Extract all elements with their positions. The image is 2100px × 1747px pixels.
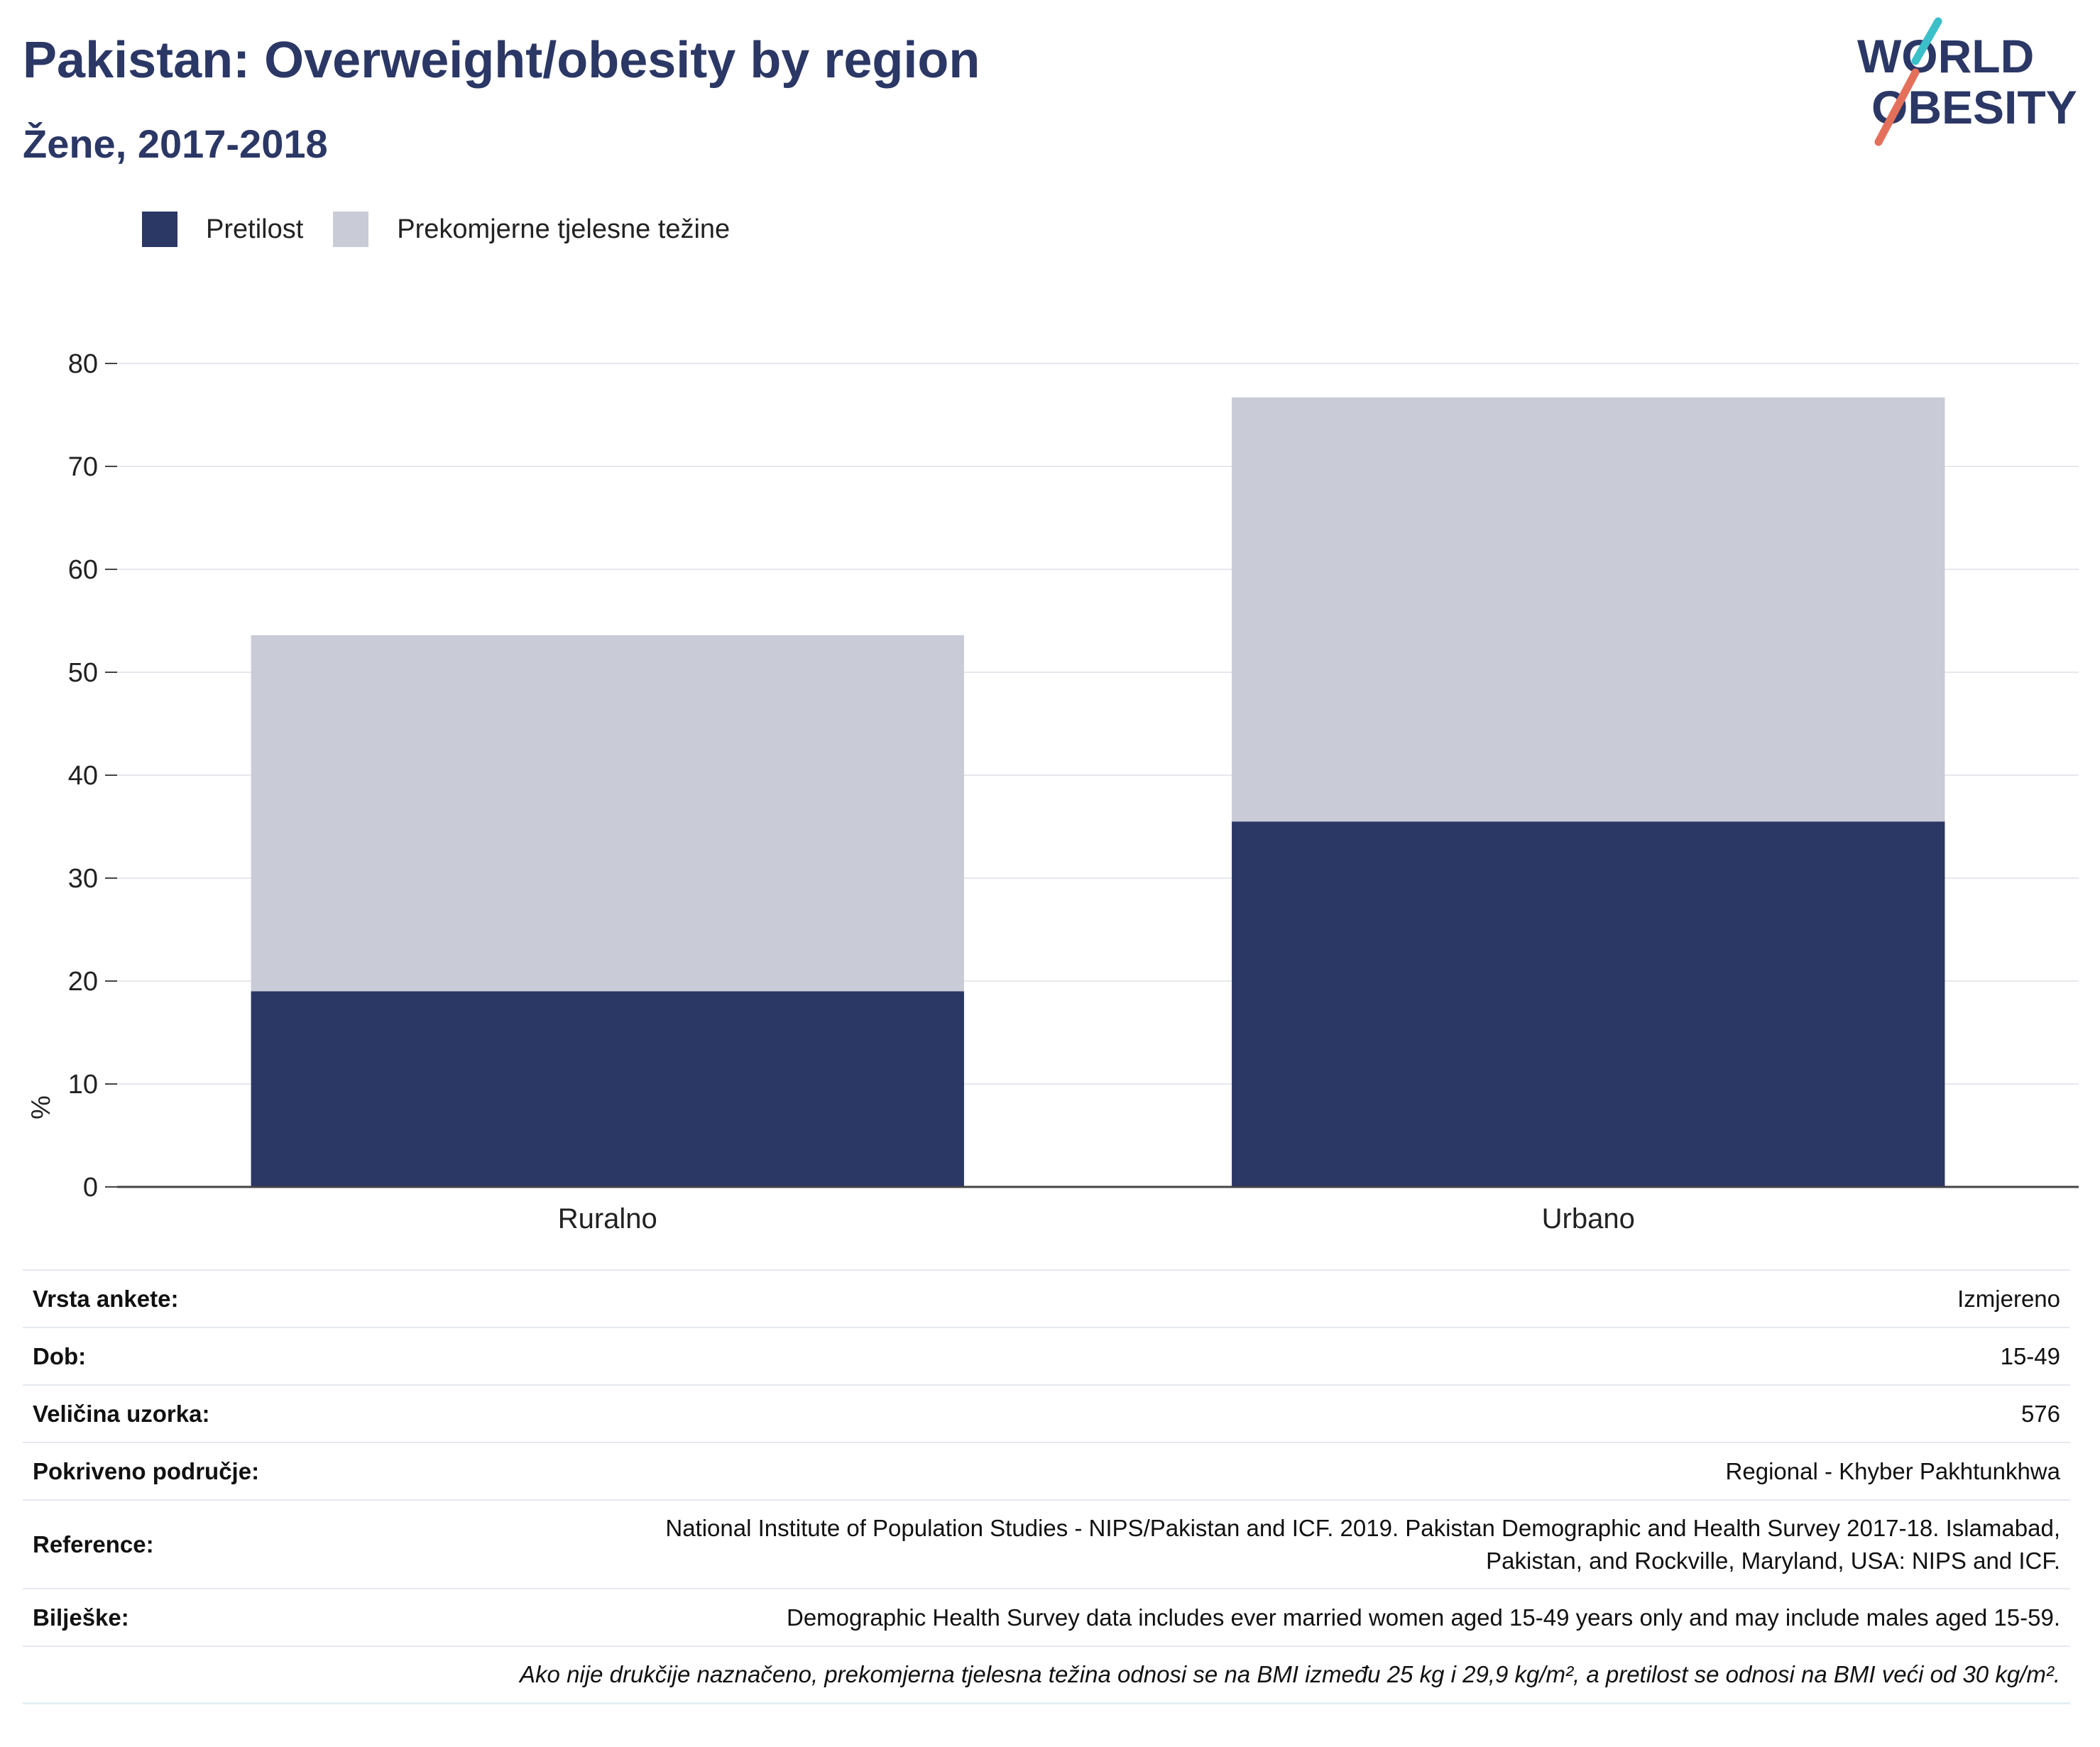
bar-overweight-urbano[interactable] [1232, 397, 1945, 822]
chart-title: Pakistan: Overweight/obesity by region [23, 32, 980, 89]
info-label: Bilješke: [23, 1588, 327, 1646]
info-value: Demographic Health Survey data includes … [326, 1588, 2070, 1646]
y-axis-ticks: 0 10 20 30 40 50 60 70 80 [68, 349, 117, 1203]
info-value: 576 [326, 1384, 2070, 1442]
info-row-footnote: Ako nije drukčije naznačeno, prekomjerna… [23, 1645, 2070, 1704]
info-value: Izmjereno [326, 1269, 2070, 1327]
info-row-coverage: Pokriveno područje: Regional - Khyber Pa… [23, 1442, 2070, 1500]
y-tick-label: 20 [68, 967, 98, 997]
info-value: 15-49 [326, 1327, 2070, 1385]
info-row-notes: Bilješke: Demographic Health Survey data… [23, 1588, 2070, 1646]
bar-overweight-ruralno[interactable] [251, 635, 964, 992]
legend-item-obesity[interactable]: Pretilost [142, 212, 303, 247]
y-tick-label: 60 [68, 555, 98, 585]
legend-swatch-overweight [333, 212, 369, 247]
x-tick-label: Ruralno [558, 1203, 657, 1234]
survey-info-table: Vrsta ankete: Izmjereno Dob: 15-49 Velič… [23, 1269, 2070, 1704]
chart-subtitle: Žene, 2017-2018 [23, 121, 328, 166]
info-label: Pokriveno područje: [23, 1442, 327, 1500]
x-tick-label: Urbano [1542, 1203, 1635, 1234]
y-tick-label: 70 [68, 452, 98, 482]
bar-chart: 0 10 20 30 40 50 60 70 80 Ruralno Urbano % [26, 349, 2079, 1234]
reference-line-1: National Institute of Population Studies… [665, 1514, 2060, 1541]
legend-label-overweight: Prekomjerne tjelesne težine [397, 214, 731, 244]
y-tick-label: 30 [68, 864, 98, 894]
bar-obesity-ruralno[interactable] [251, 991, 964, 1188]
info-label: Dob: [23, 1327, 327, 1385]
logo-word-obesity: OBESITY [1871, 81, 2077, 133]
y-tick-label: 0 [83, 1173, 98, 1203]
info-row-age: Dob: 15-49 [23, 1327, 2070, 1385]
chart-legend: Pretilost Prekomjerne tjelesne težine [142, 210, 760, 248]
y-tick-label: 80 [68, 349, 98, 379]
info-row-survey-type: Vrsta ankete: Izmjereno [23, 1269, 2070, 1327]
info-label: Vrsta ankete: [23, 1269, 327, 1327]
y-axis-label: % [26, 1095, 56, 1119]
info-value-reference: National Institute of Population Studies… [326, 1499, 2070, 1589]
logo-word-world: WORLD [1857, 30, 2034, 82]
logo-slash-red [1874, 68, 1920, 146]
y-tick-label: 40 [68, 761, 98, 791]
y-tick-label: 10 [68, 1070, 98, 1100]
reference-line-2: Pakistan, and Rockville, Maryland, USA: … [1486, 1547, 2060, 1574]
info-row-reference: Reference: National Institute of Populat… [23, 1499, 2070, 1589]
info-label: Veličina uzorka: [23, 1384, 327, 1442]
info-row-sample-size: Veličina uzorka: 576 [23, 1384, 2070, 1442]
info-value: Regional - Khyber Pakhtunkhwa [326, 1442, 2070, 1500]
x-axis-labels: Ruralno Urbano [558, 1203, 1635, 1234]
legend-item-overweight[interactable]: Prekomjerne tjelesne težine [333, 212, 730, 247]
footnote-text: Ako nije drukčije naznačeno, prekomjerna… [23, 1645, 2070, 1704]
logo-slash-teal [1911, 17, 1942, 65]
bars [251, 397, 1945, 1188]
legend-swatch-obesity [142, 212, 177, 247]
bar-obesity-urbano[interactable] [1232, 821, 1945, 1187]
y-tick-label: 50 [68, 658, 98, 688]
info-label: Reference: [23, 1499, 327, 1589]
world-obesity-logo: WORLD OBESITY [1857, 17, 2077, 146]
legend-label-obesity: Pretilost [206, 214, 304, 244]
